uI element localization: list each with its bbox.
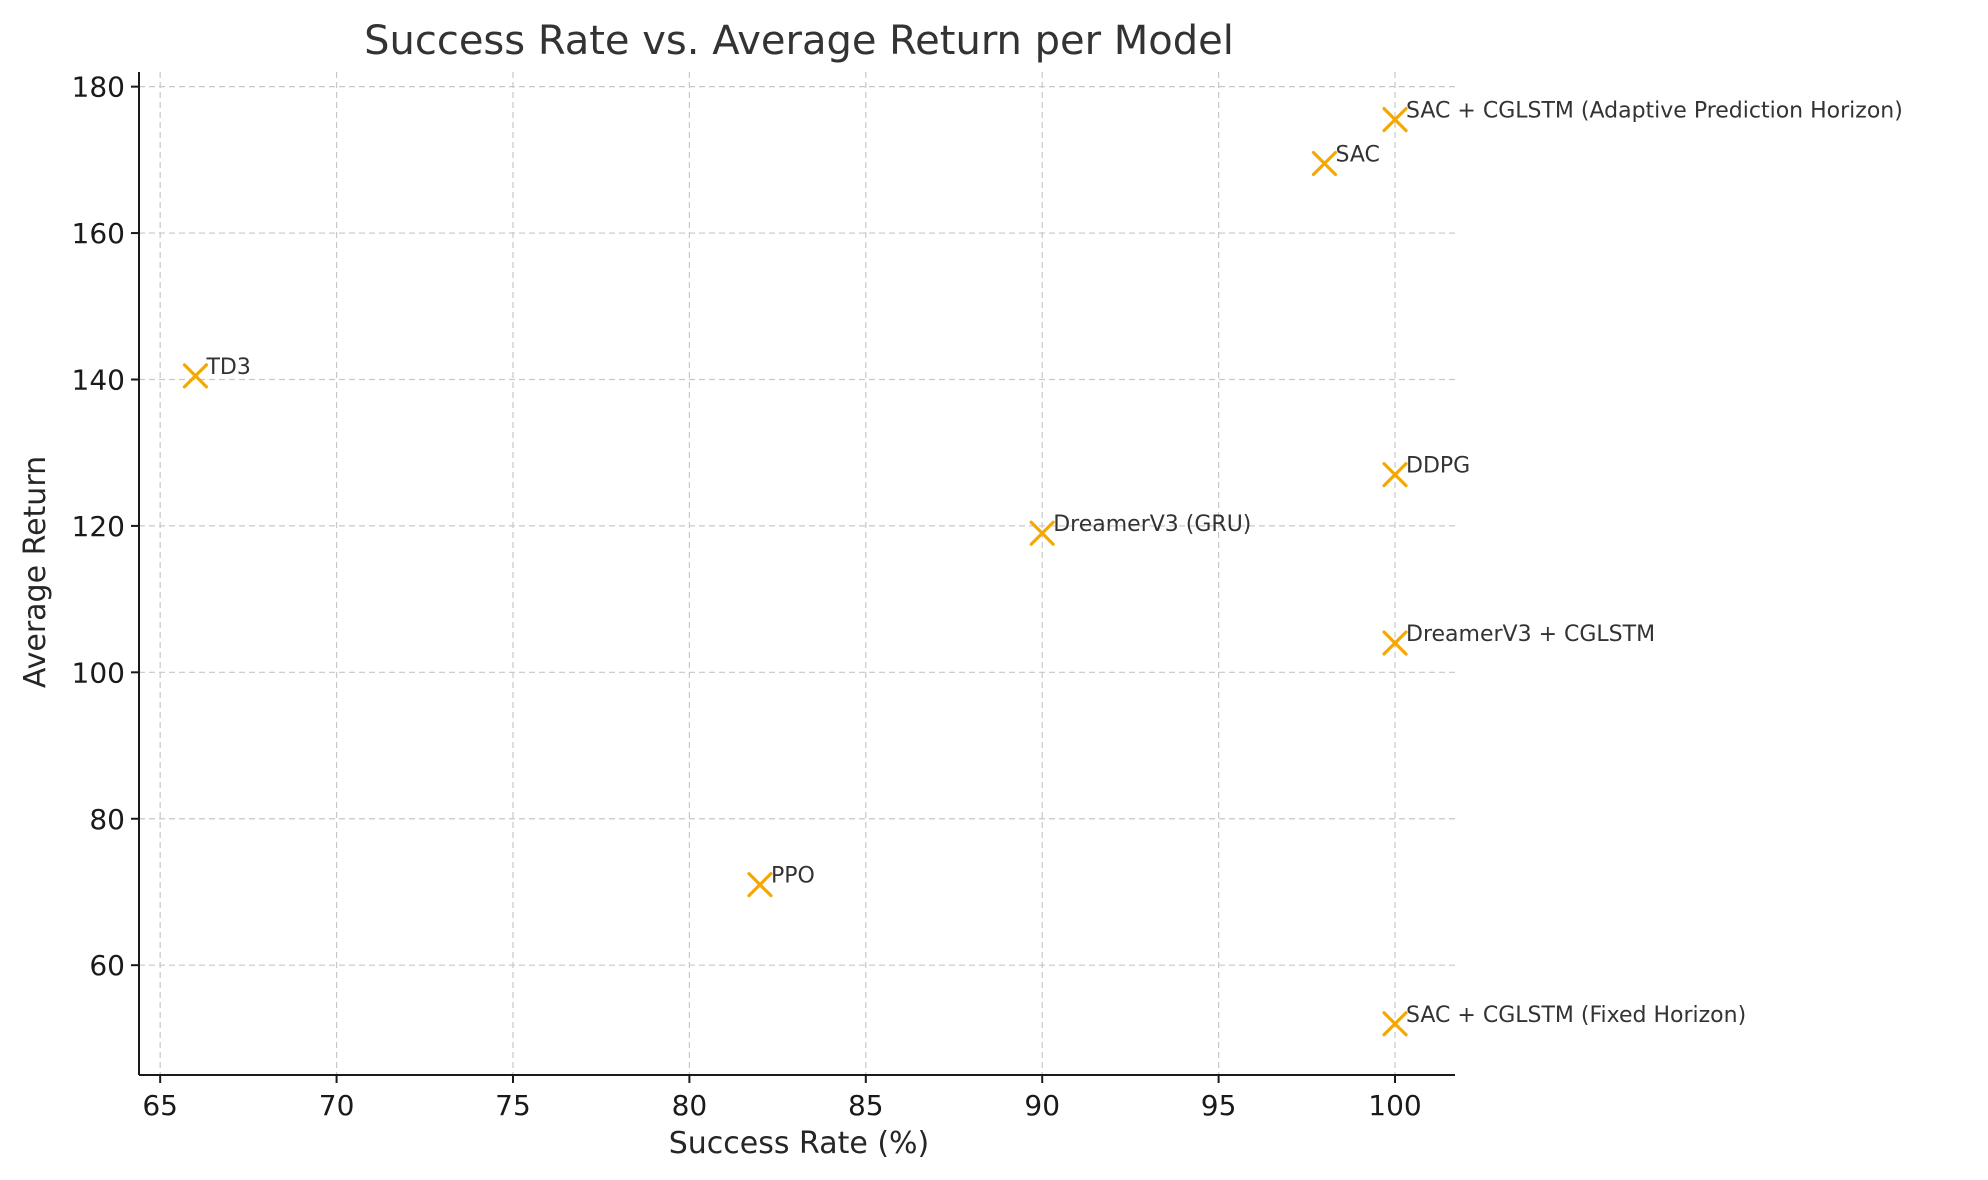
point-label-0: SAC + CGLSTM (Adaptive Prediction Horizo…: [1406, 99, 1903, 124]
marker-x-stroke-b: [1311, 150, 1338, 177]
data-point-7: SAC + CGLSTM (Fixed Horizon): [1382, 1003, 1746, 1037]
marker-x-stroke-b: [747, 872, 773, 898]
x-tick-label-2: 75: [495, 1089, 531, 1122]
data-point-1: SAC: [1311, 143, 1380, 177]
y-tick-label-0: 60: [89, 949, 125, 982]
x-axis-ticks: 65 70 75 80 85 90 95 100: [142, 1075, 1422, 1122]
marker-x-stroke-b: [1029, 520, 1055, 546]
chart-title: Success Rate vs. Average Return per Mode…: [364, 18, 1234, 64]
data-point-2: TD3: [182, 355, 251, 389]
grid: [139, 72, 1455, 1075]
x-tick-label-7: 100: [1368, 1089, 1421, 1122]
data-points: SAC + CGLSTM (Adaptive Prediction Horizo…: [182, 99, 1903, 1037]
marker-x-stroke-b: [1382, 630, 1408, 656]
y-tick-label-3: 120: [72, 510, 125, 543]
axes-frame: [138, 72, 1455, 1076]
y-tick-label-4: 140: [72, 363, 125, 396]
y-tick-label-2: 100: [72, 656, 125, 689]
x-tick-label-0: 65: [142, 1089, 178, 1122]
y-axis-label: Average Return: [18, 456, 53, 688]
point-label-7: SAC + CGLSTM (Fixed Horizon): [1406, 1003, 1746, 1028]
data-point-6: PPO: [747, 864, 815, 898]
marker-x-stroke-b: [1382, 106, 1408, 133]
y-tick-label-6: 180: [72, 71, 125, 104]
data-point-0: SAC + CGLSTM (Adaptive Prediction Horizo…: [1382, 99, 1903, 133]
point-label-3: DDPG: [1406, 454, 1470, 479]
y-axis-ticks: 60 80 100 120 140 160 180: [72, 71, 139, 982]
x-axis-label: Success Rate (%): [669, 1126, 930, 1161]
point-label-2: TD3: [205, 355, 250, 380]
point-label-6: PPO: [771, 864, 815, 889]
x-tick-label-3: 80: [672, 1089, 708, 1122]
point-label-5: DreamerV3 + CGLSTM: [1406, 622, 1655, 647]
marker-x-stroke-b: [182, 363, 209, 389]
marker-x-stroke-b: [1382, 462, 1408, 488]
x-tick-label-5: 90: [1024, 1089, 1060, 1122]
point-label-4: DreamerV3 (GRU): [1053, 512, 1251, 537]
data-point-3: DDPG: [1382, 454, 1470, 488]
x-tick-label-1: 70: [319, 1089, 355, 1122]
point-label-1: SAC: [1335, 143, 1379, 168]
x-tick-label-6: 95: [1201, 1089, 1237, 1122]
y-tick-label-1: 80: [89, 803, 125, 836]
x-tick-label-4: 85: [848, 1089, 884, 1122]
data-point-5: DreamerV3 + CGLSTM: [1382, 622, 1655, 656]
y-tick-label-5: 160: [72, 217, 125, 250]
marker-x-stroke-b: [1382, 1011, 1408, 1037]
data-point-4: DreamerV3 (GRU): [1029, 512, 1251, 546]
